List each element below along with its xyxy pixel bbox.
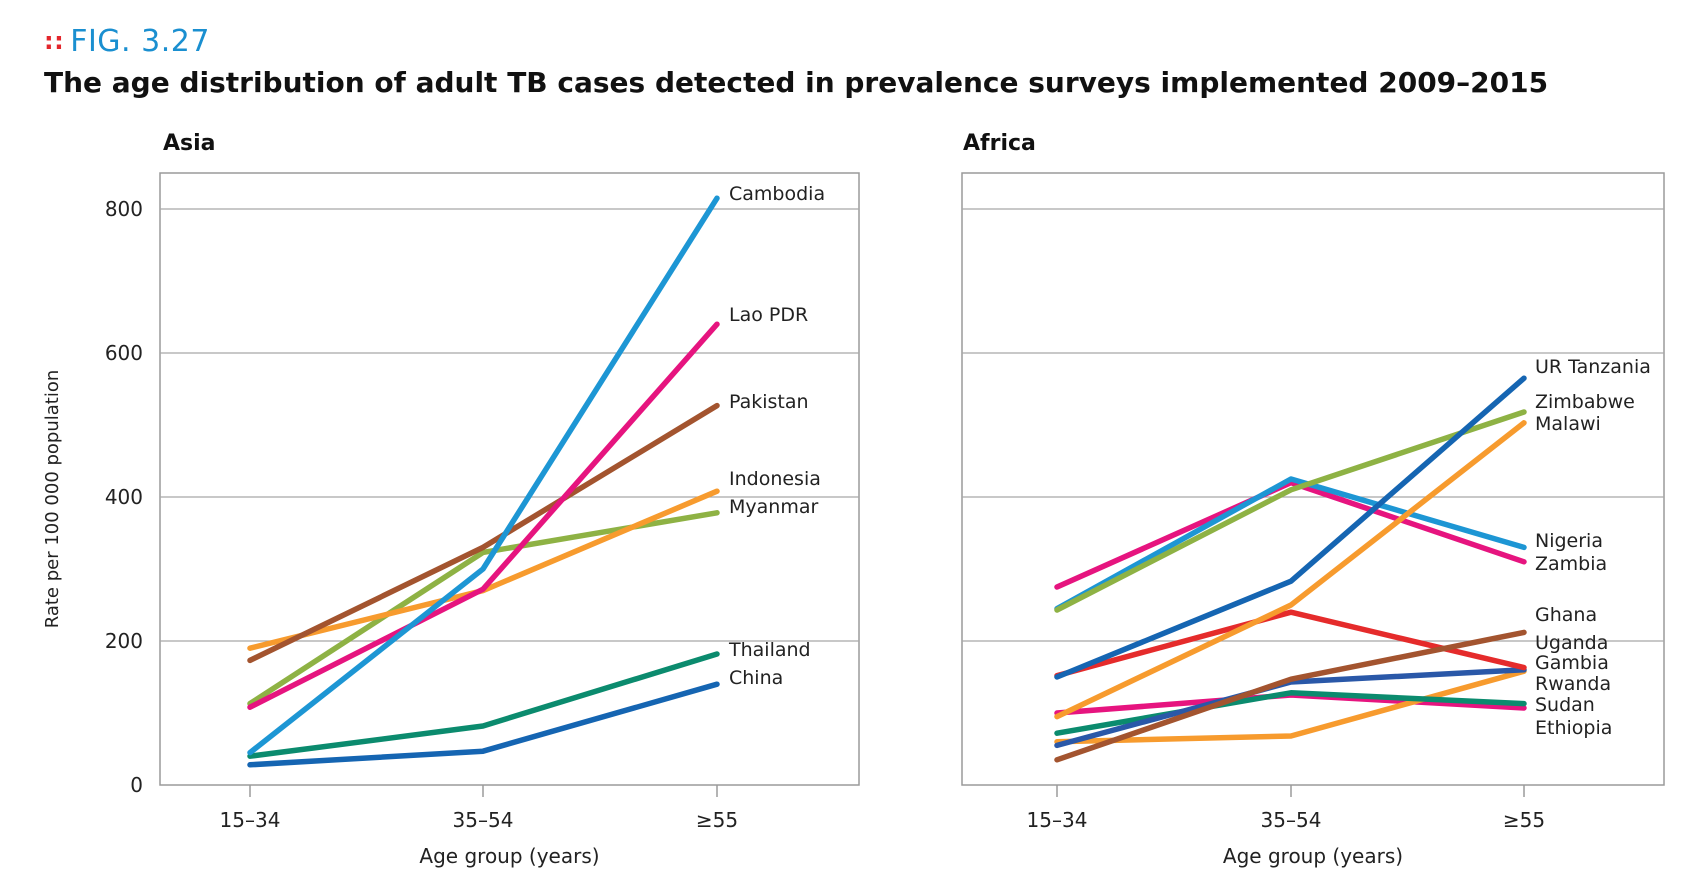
series-line (1054, 420, 1527, 720)
figure-marker-icon: :: (44, 27, 65, 55)
figure-number: FIG. 3.27 (70, 24, 210, 59)
y-axis-label: Rate per 100 000 population (42, 370, 63, 629)
series-label: Zimbabwe (1535, 391, 1635, 413)
series-label: Rwanda (1535, 673, 1611, 695)
series-line (1054, 375, 1527, 680)
series-label: Malawi (1535, 413, 1601, 435)
series-line (1054, 479, 1527, 590)
series-label: Zambia (1535, 553, 1607, 575)
y-tick-label: 200 (105, 629, 143, 653)
series-line (1054, 629, 1527, 763)
y-tick-label: 600 (105, 341, 143, 365)
series-line (247, 321, 720, 710)
plot-frame (159, 172, 860, 786)
figure-label: :: FIG. 3.27 (44, 24, 210, 59)
y-tick-label: 400 (105, 485, 143, 509)
x-axis-label: Age group (years) (419, 844, 599, 868)
x-tick-label: 35–54 (1261, 808, 1322, 832)
series-line (247, 681, 720, 768)
series-label: Pakistan (729, 391, 809, 413)
x-tick-label: ≥55 (1503, 808, 1545, 832)
series-line (247, 195, 720, 756)
series-label: UR Tanzania (1535, 356, 1651, 378)
series-line (1054, 690, 1527, 736)
x-tick-label: 15–34 (220, 808, 281, 832)
series-line (247, 402, 720, 664)
y-tick-label: 800 (105, 197, 143, 221)
y-tick-label: 0 (130, 773, 143, 797)
series-label: Ethiopia (1535, 717, 1612, 739)
series-label: Gambia (1535, 652, 1609, 674)
panel-title: Africa (963, 131, 1036, 156)
plot-frame (961, 172, 1665, 786)
series-label: Lao PDR (729, 304, 808, 326)
series-line (247, 651, 720, 759)
series-label: China (729, 667, 783, 689)
series-label: Indonesia (729, 468, 821, 490)
x-axis-label: Age group (years) (1223, 844, 1403, 868)
series-line (1054, 409, 1527, 613)
series-line (1054, 476, 1527, 612)
series-label: Nigeria (1535, 530, 1603, 552)
series-label: Thailand (728, 639, 811, 661)
series-label: Ghana (1535, 604, 1597, 626)
series-label: Sudan (1535, 694, 1595, 716)
panel-title: Asia (163, 131, 216, 156)
x-tick-label: 15–34 (1027, 808, 1088, 832)
x-tick-label: ≥55 (696, 808, 738, 832)
series-label: Uganda (1535, 632, 1608, 654)
series-line (1054, 668, 1527, 745)
figure-title: The age distribution of adult TB cases d… (44, 66, 1549, 99)
x-tick-label: 35–54 (453, 808, 514, 832)
series-label: Myanmar (729, 496, 818, 518)
series-label: Cambodia (729, 183, 825, 205)
